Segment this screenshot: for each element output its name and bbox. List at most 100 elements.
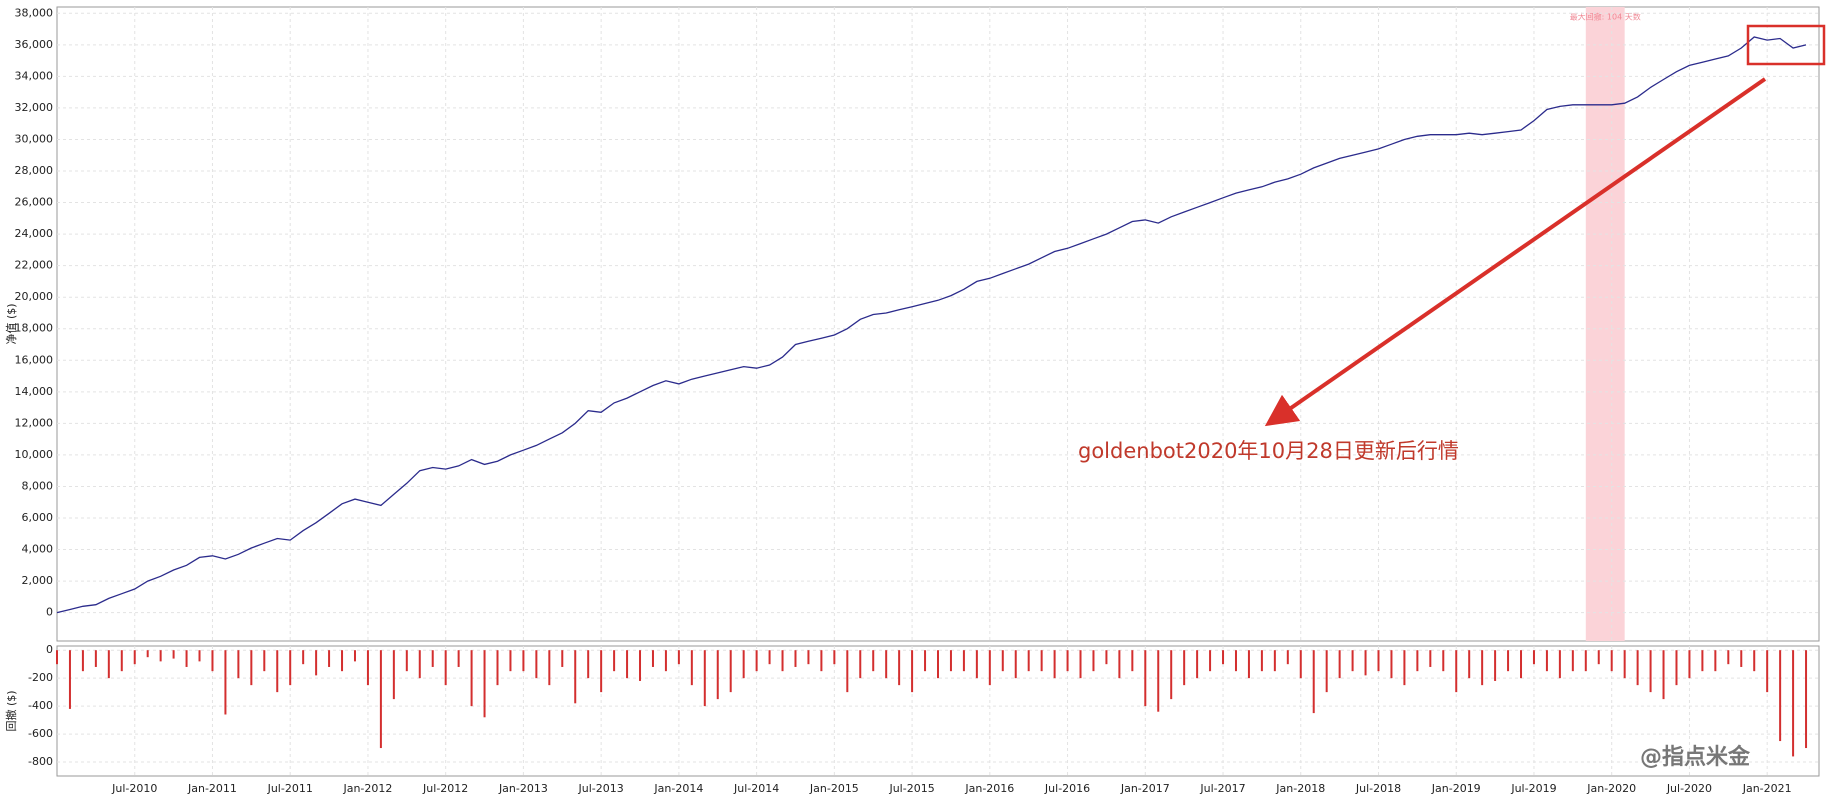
y-tick-label: 22,000: [15, 259, 54, 272]
drawdown-bar: [198, 650, 201, 662]
drawdown-bar: [1532, 650, 1535, 665]
y-tick-label: -400: [28, 699, 53, 712]
drawdown-bar: [1610, 650, 1613, 672]
drawdown-bar: [703, 650, 706, 707]
drawdown-bar: [872, 650, 875, 672]
drawdown-bar: [1247, 650, 1250, 679]
x-tick-label: Jan-2015: [809, 782, 859, 795]
y-axis-label: 净值 ($): [4, 303, 18, 344]
highlight-band: [1585, 7, 1625, 641]
drawdown-bar: [353, 650, 356, 662]
drawdown-bar: [587, 650, 590, 679]
drawdown-bar: [911, 650, 914, 693]
drawdown-bar: [1545, 650, 1548, 672]
x-tick-label: Jul-2017: [1199, 782, 1245, 795]
drawdown-bar: [1027, 650, 1030, 672]
drawdown-bar: [651, 650, 654, 667]
drawdown-bar: [302, 650, 305, 665]
plot-frame: [56, 6, 1820, 642]
drawdown-bar: [1312, 650, 1315, 714]
drawdown-bar: [820, 650, 823, 672]
x-tick-label: Jul-2019: [1510, 782, 1556, 795]
drawdown-bar: [1299, 650, 1302, 679]
drawdown-bar: [794, 650, 797, 667]
x-tick-label: Jul-2010: [111, 782, 157, 795]
y-tick-label: 0: [46, 643, 53, 656]
drawdown-bar: [185, 650, 188, 667]
drawdown-bar: [1364, 650, 1367, 676]
drawdown-bar: [496, 650, 499, 686]
y-axis-label: 回撤 ($): [4, 690, 18, 731]
y-tick-label: 14,000: [15, 385, 54, 398]
drawdown-bar: [859, 650, 862, 679]
x-tick-label: Jan-2014: [653, 782, 703, 795]
annotation: goldenbot2020年10月28日更新后行情: [1078, 439, 1459, 463]
x-tick-label: Jul-2018: [1355, 782, 1401, 795]
drawdown-bar: [988, 650, 991, 686]
y-tick-label: -200: [28, 671, 53, 684]
highlight-box: [1746, 24, 1826, 66]
x-tick-label: Jan-2012: [342, 782, 392, 795]
drawdown-bar: [561, 650, 564, 667]
drawdown-bar: [1753, 650, 1756, 672]
y-tick-label: 10,000: [15, 448, 54, 461]
drawdown-bar: [781, 650, 784, 672]
y-tick-label: 34,000: [15, 69, 54, 82]
drawdown-bar: [1727, 650, 1730, 665]
drawdown-bar: [677, 650, 680, 665]
drawdown-bar: [1053, 650, 1056, 679]
drawdown-bar: [807, 650, 810, 665]
drawdown-bar: [535, 650, 538, 679]
x-tick-label: Jul-2012: [422, 782, 468, 795]
drawdown-bar: [716, 650, 719, 700]
drawdown-bar: [56, 650, 58, 665]
drawdown-bar: [664, 650, 667, 672]
y-tick-label: -600: [28, 727, 53, 740]
drawdown-bar: [1494, 650, 1497, 681]
drawdown-bar: [574, 650, 577, 704]
drawdown-bar: [120, 650, 123, 672]
drawdown-bar: [328, 650, 331, 667]
y-tick-label: 20,000: [15, 290, 54, 303]
drawdown-bar: [924, 650, 927, 672]
drawdown-bar: [1701, 650, 1704, 672]
drawdown-bar: [1260, 650, 1263, 672]
drawdown-bar: [470, 650, 473, 707]
drawdown-bar: [1209, 650, 1212, 672]
x-tick-label: Jan-2017: [1120, 782, 1170, 795]
drawdown-bar: [1273, 650, 1276, 672]
drawdown-bar: [1805, 650, 1808, 749]
arrow: [1264, 77, 1767, 427]
drawdown-bar: [1131, 650, 1134, 672]
y-tick-label: 38,000: [15, 6, 54, 19]
x-tick-label: Jul-2020: [1666, 782, 1712, 795]
y-tick-label: 6,000: [22, 511, 54, 524]
drawdown-bar: [172, 650, 175, 659]
x-tick-label: Jan-2021: [1742, 782, 1792, 795]
drawdown-bar: [1416, 650, 1419, 672]
y-tick-label: 26,000: [15, 196, 54, 209]
drawdown-bar: [1571, 650, 1574, 672]
drawdown-bar: [1183, 650, 1186, 686]
drawdown-bar: [107, 650, 110, 679]
drawdown-bar: [159, 650, 162, 662]
drawdown-bar: [1558, 650, 1561, 679]
drawdown-bar: [949, 650, 952, 672]
drawdown-bar: [1584, 650, 1587, 672]
equity-line: [56, 36, 1807, 614]
drawdown-bar: [1092, 650, 1095, 672]
y-tick-label: 2,000: [22, 574, 54, 587]
drawdown-bar: [250, 650, 253, 686]
drawdown-bar: [1766, 650, 1769, 693]
drawdown-bar: [639, 650, 642, 681]
drawdown-bar: [483, 650, 486, 718]
drawdown-bar: [1779, 650, 1782, 742]
x-tick-label: Jul-2013: [578, 782, 624, 795]
drawdown-bar: [224, 650, 227, 715]
highlight-label: 最大回撤: 104 天数: [1570, 12, 1641, 22]
drawdown-bar: [1170, 650, 1173, 700]
drawdown-bar: [833, 650, 836, 665]
drawdown-bar: [1118, 650, 1121, 679]
watermark: @指点米金: [1640, 744, 1751, 770]
drawdown-bar: [146, 650, 149, 658]
